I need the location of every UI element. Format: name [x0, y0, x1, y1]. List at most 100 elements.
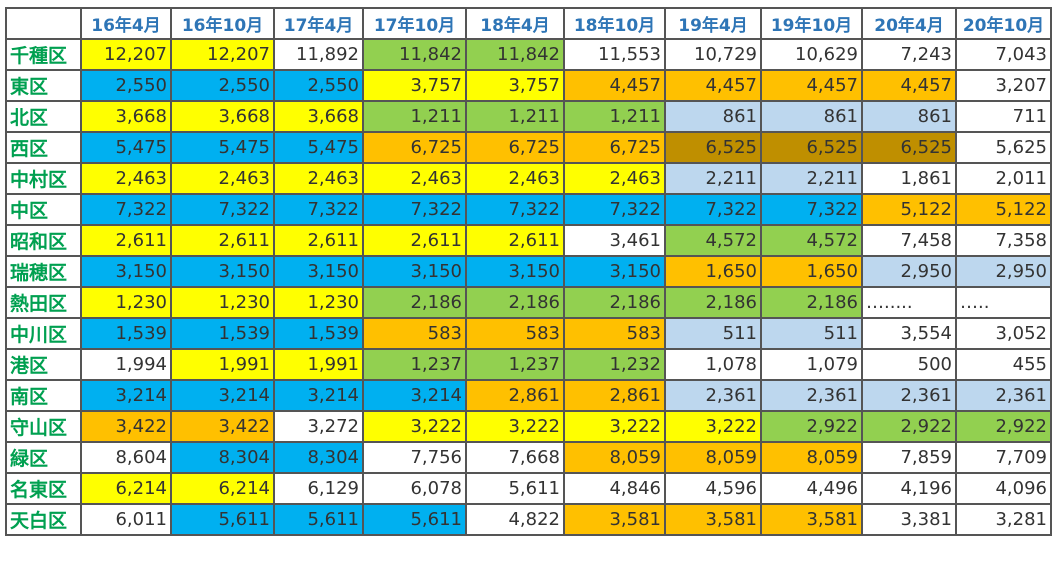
- table-cell: 8,304: [170, 441, 275, 474]
- table-cell: 1,078: [664, 348, 762, 381]
- column-header: 19年10月: [760, 7, 863, 40]
- corner-header: [5, 7, 82, 40]
- table-row: 港区 1,994 1,991 1,991 1,237 1,237 1,232 1,078 1,0…: [5, 348, 1052, 381]
- table-cell: 1,079: [760, 348, 863, 381]
- row-label: 緑区: [5, 441, 82, 474]
- table-cell: 5,475: [170, 131, 275, 164]
- table-cell: 5,625: [955, 131, 1052, 164]
- table-cell: 6,214: [170, 472, 275, 505]
- table-cell: 8,059: [664, 441, 762, 474]
- column-header: 17年10月: [362, 7, 467, 40]
- table-row: 中区 7,322 7,322 7,322 7,322 7,322 7,322 7,322 7,3…: [5, 193, 1052, 226]
- table-cell: 1,237: [465, 348, 565, 381]
- table-cell: 4,572: [760, 224, 863, 257]
- table-cell: 4,457: [664, 69, 762, 102]
- table-cell: 5,122: [955, 193, 1052, 226]
- table-cell: 11,553: [563, 38, 666, 71]
- table-cell: 2,463: [170, 162, 275, 195]
- table-cell: 2,922: [861, 410, 957, 443]
- table-cell: 861: [664, 100, 762, 133]
- row-label: 名東区: [5, 472, 82, 505]
- column-header: 19年4月: [664, 7, 762, 40]
- table-cell: 7,358: [955, 224, 1052, 257]
- table-cell: 1,211: [362, 100, 467, 133]
- table-cell: 1,211: [563, 100, 666, 133]
- table-cell: 1,232: [563, 348, 666, 381]
- table-cell: 3,757: [465, 69, 565, 102]
- table-cell: 6,525: [664, 131, 762, 164]
- table-cell: 3,150: [170, 255, 275, 288]
- table-cell: 7,859: [861, 441, 957, 474]
- table-cell: 2,950: [861, 255, 957, 288]
- table-cell: 6,525: [861, 131, 957, 164]
- table-cell: 3,222: [563, 410, 666, 443]
- table-cell: 3,222: [362, 410, 467, 443]
- table-cell: 4,457: [861, 69, 957, 102]
- table-cell: 3,214: [80, 379, 172, 412]
- table-cell: 7,322: [362, 193, 467, 226]
- column-header: 17年4月: [273, 7, 364, 40]
- table-cell: 4,822: [465, 503, 565, 536]
- table-cell: 4,096: [955, 472, 1052, 505]
- table-cell: 4,496: [760, 472, 863, 505]
- table-cell: 2,463: [80, 162, 172, 195]
- table-cell: 2,611: [80, 224, 172, 257]
- table-cell: 6,725: [465, 131, 565, 164]
- table-cell: 7,322: [664, 193, 762, 226]
- table-cell: 10,629: [760, 38, 863, 71]
- table-cell: 2,361: [955, 379, 1052, 412]
- table-cell: 2,463: [362, 162, 467, 195]
- table-cell: 1,230: [273, 286, 364, 319]
- table-cell: 4,457: [563, 69, 666, 102]
- table-cell: 3,757: [362, 69, 467, 102]
- table-cell: 2,361: [861, 379, 957, 412]
- table-cell: 3,214: [273, 379, 364, 412]
- table-cell: 7,322: [80, 193, 172, 226]
- table-cell: 1,991: [273, 348, 364, 381]
- table-cell: 1,991: [170, 348, 275, 381]
- table-cell: 4,596: [664, 472, 762, 505]
- table-cell: 3,214: [170, 379, 275, 412]
- column-header: 18年10月: [563, 7, 666, 40]
- table-cell: 5,122: [861, 193, 957, 226]
- table-cell: 11,842: [362, 38, 467, 71]
- column-header: 20年10月: [955, 7, 1052, 40]
- table-cell: 3,222: [664, 410, 762, 443]
- table-cell: 8,604: [80, 441, 172, 474]
- table-cell: 7,709: [955, 441, 1052, 474]
- table-cell: 3,150: [465, 255, 565, 288]
- row-label: 港区: [5, 348, 82, 381]
- table-row: 天白区 6,011 5,611 5,611 5,611 4,822 3,581 3,581 3,…: [5, 503, 1052, 536]
- column-header: 20年4月: [861, 7, 957, 40]
- row-label: 熱田区: [5, 286, 82, 319]
- table-cell: 511: [760, 317, 863, 350]
- table-cell: 3,272: [273, 410, 364, 443]
- table-cell: 5,475: [80, 131, 172, 164]
- table-cell: 511: [664, 317, 762, 350]
- row-label: 中川区: [5, 317, 82, 350]
- table-row: 中川区 1,539 1,539 1,539 583 583 583 511 511 3,554 3,…: [5, 317, 1052, 350]
- row-label: 千種区: [5, 38, 82, 71]
- table-cell: 583: [465, 317, 565, 350]
- table-row: 西区 5,475 5,475 5,475 6,725 6,725 6,725 6,525 6,5…: [5, 131, 1052, 164]
- row-label: 中村区: [5, 162, 82, 195]
- table-cell: 3,581: [563, 503, 666, 536]
- table-cell: 3,581: [664, 503, 762, 536]
- row-label: 西区: [5, 131, 82, 164]
- table-cell: 2,922: [760, 410, 863, 443]
- table-cell: 6,525: [760, 131, 863, 164]
- table-cell: 7,243: [861, 38, 957, 71]
- table-row: 中村区 2,463 2,463 2,463 2,463 2,463 2,463 2,211 2,…: [5, 162, 1052, 195]
- table-cell: 11,842: [465, 38, 565, 71]
- table-row: 南区 3,214 3,214 3,214 3,214 2,861 2,861 2,361 2,3…: [5, 379, 1052, 412]
- table-cell: 6,011: [80, 503, 172, 536]
- table-cell: 7,458: [861, 224, 957, 257]
- table-row: 名東区 6,214 6,214 6,129 6,078 5,611 4,846 4,596 4,…: [5, 472, 1052, 505]
- table-row: 千種区 12,207 12,207 11,892 11,842 11,842 11,553 1…: [5, 38, 1052, 71]
- table-cell: 5,611: [273, 503, 364, 536]
- table-cell: 4,457: [760, 69, 863, 102]
- table-cell: 4,846: [563, 472, 666, 505]
- table-cell: 2,550: [273, 69, 364, 102]
- row-label: 天白区: [5, 503, 82, 536]
- table-cell: 2,361: [664, 379, 762, 412]
